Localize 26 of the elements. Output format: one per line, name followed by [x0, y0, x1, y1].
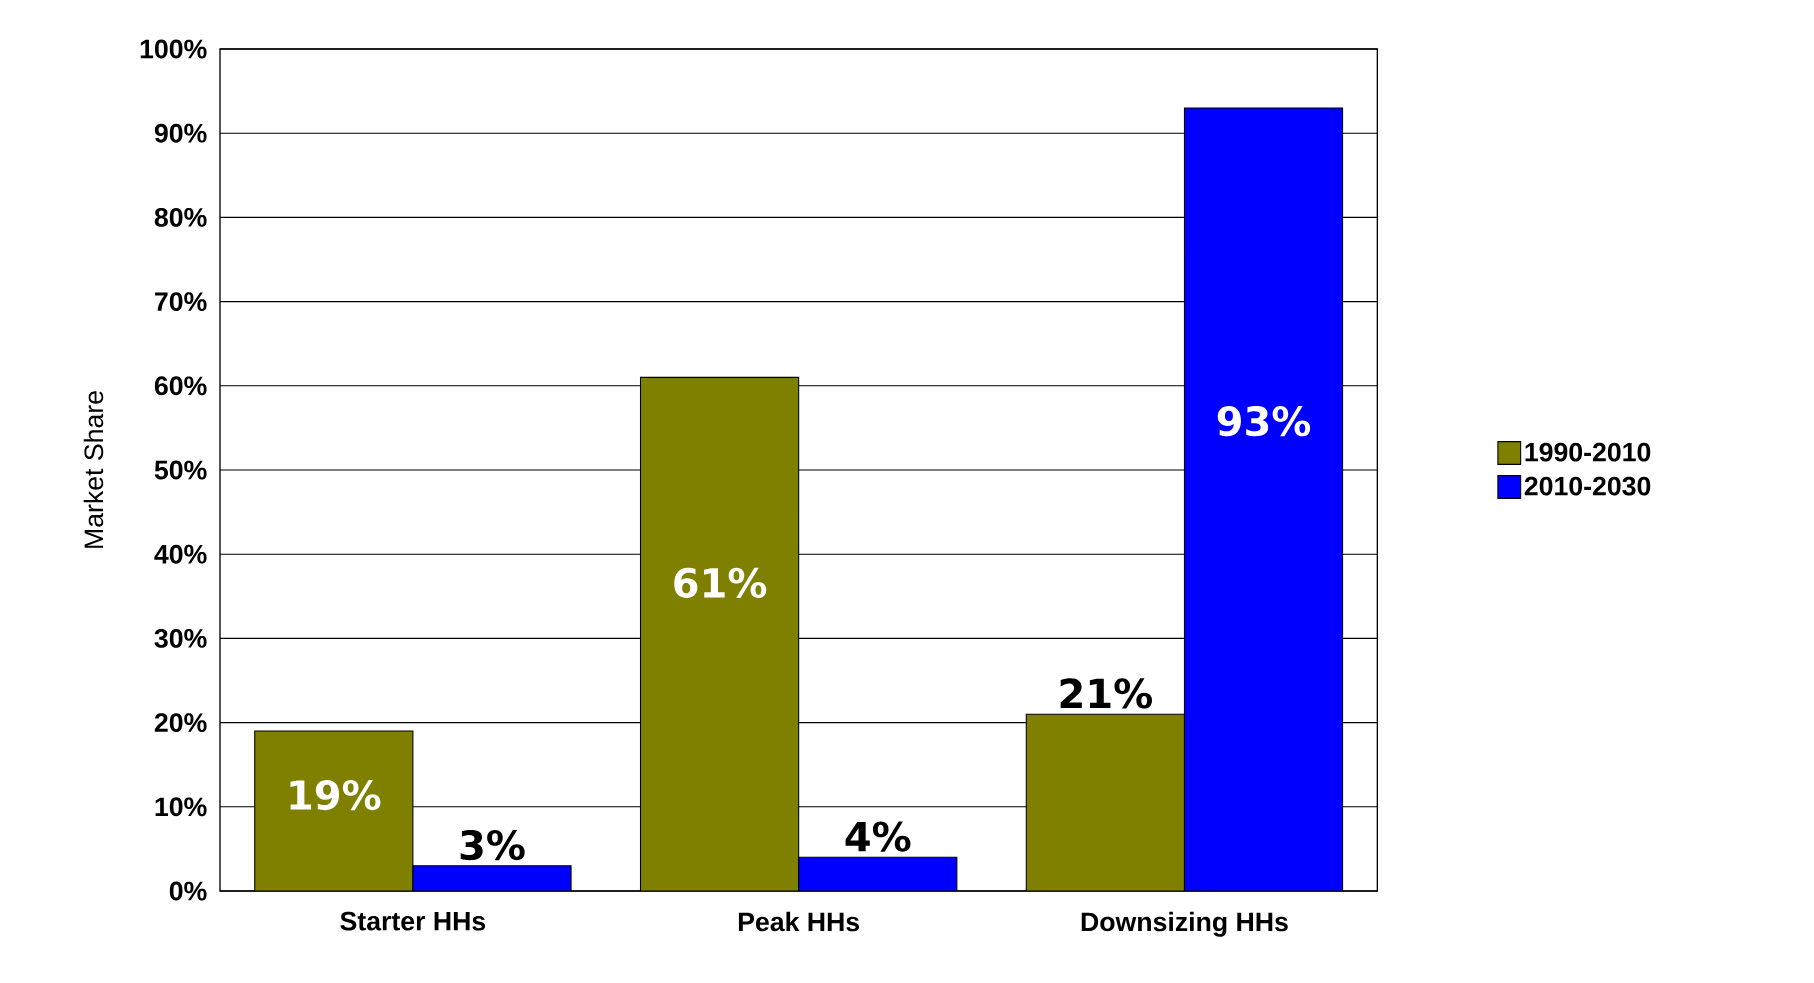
data-label: 4% — [845, 821, 911, 852]
y-axis-title: Market Share — [83, 391, 104, 548]
data-label: 21% — [1060, 678, 1152, 709]
data-label: 19% — [290, 779, 381, 811]
x-tick-label: Starter HHs — [340, 911, 486, 931]
y-tick-label: 90% — [154, 123, 207, 143]
bar — [639, 376, 800, 891]
y-tick-label: 80% — [154, 207, 207, 227]
bar — [254, 730, 414, 891]
legend-label: 1990-2010 — [1525, 442, 1651, 462]
data-label: 61% — [674, 567, 767, 598]
x-tick-label: Peak HHs — [738, 911, 860, 932]
y-tick-label: 70% — [155, 292, 207, 312]
data-label: 93% — [1217, 406, 1311, 437]
y-tick-label: 40% — [154, 544, 207, 564]
y-tick-label: 10% — [155, 797, 207, 817]
y-tick-label: 20% — [154, 713, 207, 733]
y-tick-label: 30% — [154, 628, 207, 648]
x-tick-label: Downsizing HHs — [1081, 911, 1288, 937]
bar — [1025, 713, 1185, 891]
y-tick-label: 50% — [154, 460, 207, 480]
data-label: 3% — [460, 829, 525, 861]
y-tick-label: 0% — [169, 881, 207, 901]
y-tick-label: 100% — [140, 39, 207, 59]
y-tick-label: 60% — [154, 376, 207, 396]
legend-label: 2010-2030 — [1524, 476, 1651, 496]
